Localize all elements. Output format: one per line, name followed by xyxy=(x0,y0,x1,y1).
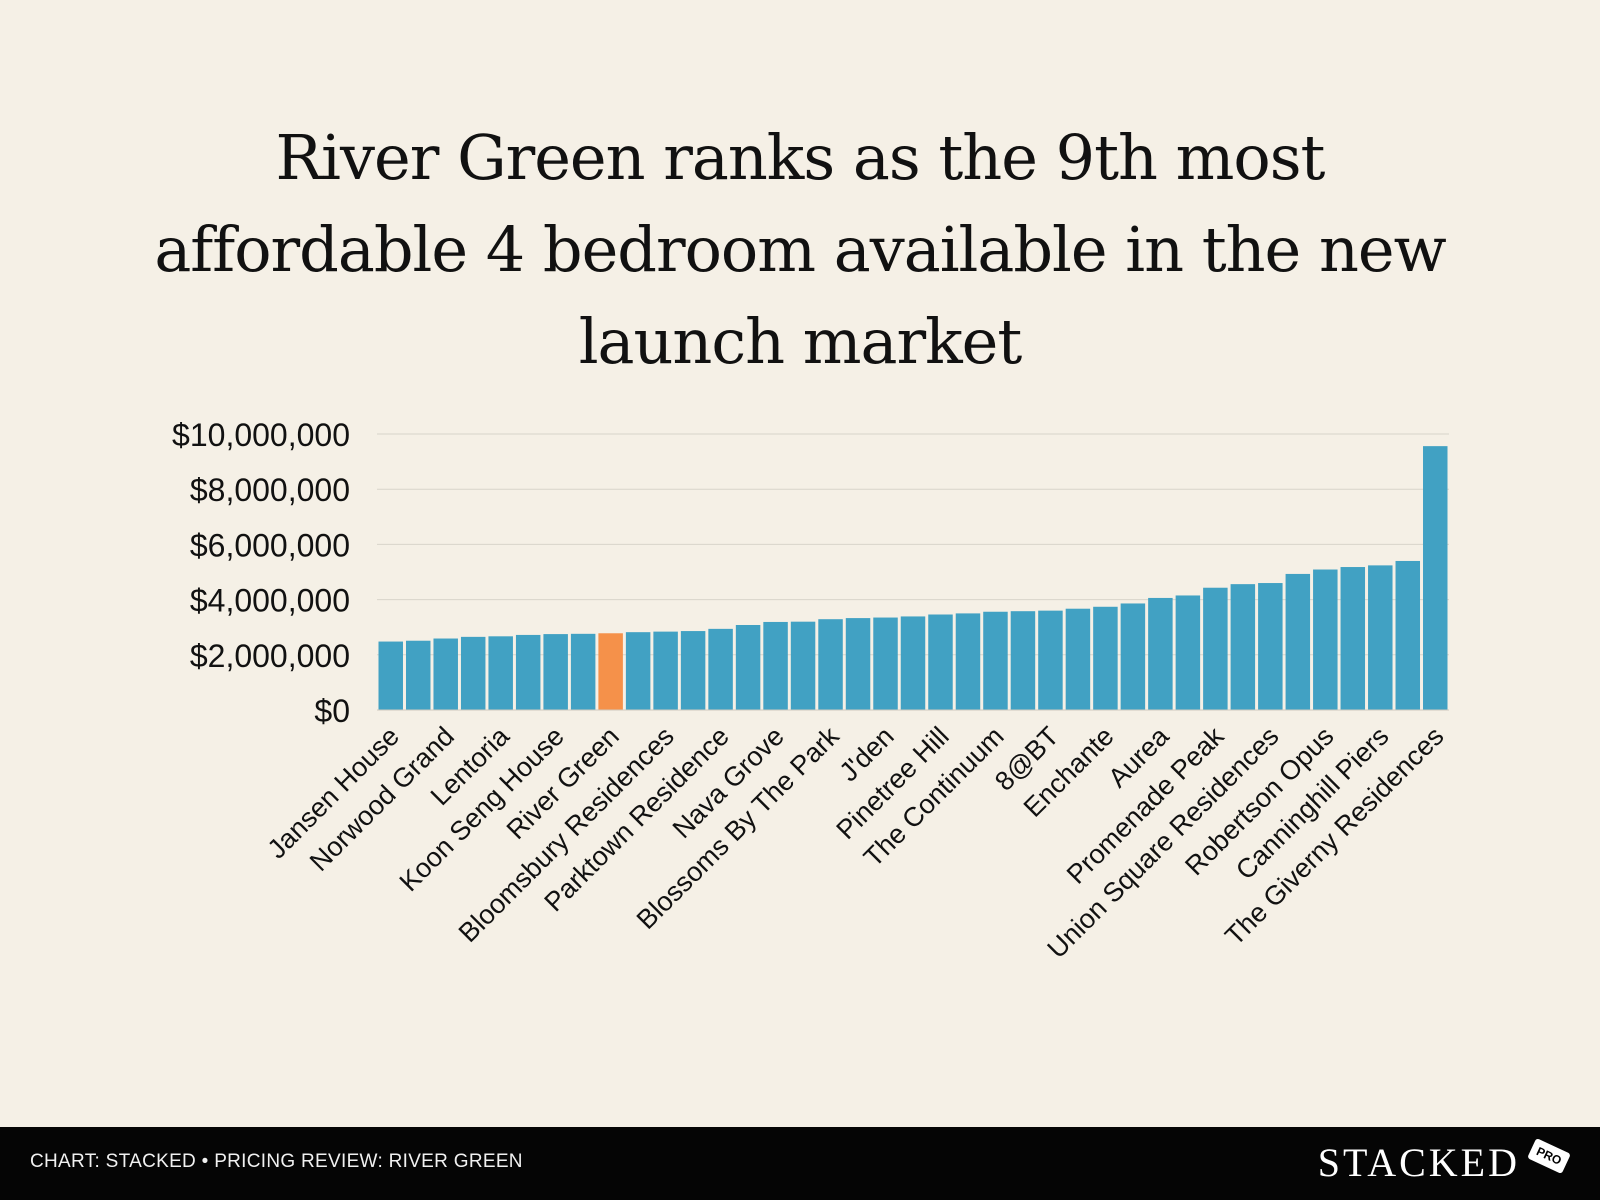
bar xyxy=(763,621,788,710)
y-tick-label: $4,000,000 xyxy=(190,583,350,619)
stacked-logo: STACKED xyxy=(1317,1140,1520,1185)
pro-badge: PRO xyxy=(1527,1138,1571,1174)
bar xyxy=(983,611,1008,710)
bar xyxy=(1258,583,1283,710)
bar xyxy=(570,633,596,710)
bar xyxy=(1285,573,1311,710)
bar xyxy=(735,624,761,710)
title-line: affordable 4 bedroom available in the ne… xyxy=(154,213,1446,286)
bar xyxy=(433,638,458,710)
bar xyxy=(1340,567,1366,710)
bar xyxy=(1203,587,1228,710)
bar xyxy=(928,614,953,710)
bar xyxy=(1148,597,1173,710)
bar xyxy=(955,613,981,710)
bar xyxy=(873,617,898,710)
bar xyxy=(1368,565,1393,710)
y-tick-label: $2,000,000 xyxy=(190,638,350,674)
bar xyxy=(708,628,733,710)
footer-caption: CHART: STACKED • PRICING REVIEW: RIVER G… xyxy=(30,1151,523,1172)
bar xyxy=(1065,608,1091,710)
bar xyxy=(1395,560,1421,710)
bar xyxy=(405,640,431,710)
bar xyxy=(378,641,403,710)
bar-highlight xyxy=(598,633,623,710)
bar xyxy=(1230,584,1256,710)
bar xyxy=(680,631,706,710)
bar xyxy=(1093,606,1118,710)
bar-chart: $0 $2,000,000 $4,000,000 $6,000,000 $8,000,0… xyxy=(172,417,1449,964)
y-tick-label: $0 xyxy=(314,693,350,729)
bar xyxy=(1038,610,1063,710)
bar xyxy=(653,631,678,710)
bar xyxy=(1423,446,1448,710)
y-tick-label: $10,000,000 xyxy=(172,417,350,453)
bar xyxy=(1313,569,1338,710)
footer-bar: CHART: STACKED • PRICING REVIEW: RIVER G… xyxy=(0,1127,1600,1200)
bar xyxy=(1175,595,1201,710)
bar xyxy=(1120,603,1146,710)
bar xyxy=(543,634,568,710)
y-tick-label: $8,000,000 xyxy=(190,472,350,508)
bar xyxy=(625,632,651,710)
bar xyxy=(900,616,926,710)
title-line: River Green ranks as the 9th most xyxy=(275,121,1326,194)
bar xyxy=(515,634,541,710)
bar xyxy=(1010,611,1036,710)
y-tick-label: $6,000,000 xyxy=(190,527,350,563)
bar xyxy=(488,636,513,710)
bar xyxy=(845,618,871,710)
chart-title: River Green ranks as the 9th most afford… xyxy=(100,112,1500,388)
bar xyxy=(460,636,486,710)
bar xyxy=(818,619,843,710)
bar xyxy=(790,621,816,710)
title-line: launch market xyxy=(578,305,1023,378)
